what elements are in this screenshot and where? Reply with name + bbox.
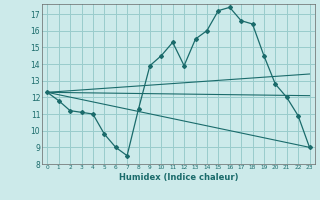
X-axis label: Humidex (Indice chaleur): Humidex (Indice chaleur)	[119, 173, 238, 182]
